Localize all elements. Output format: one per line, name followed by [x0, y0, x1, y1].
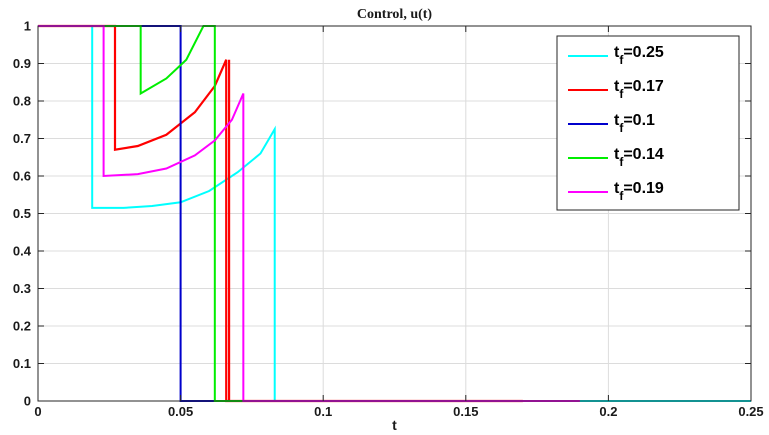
legend-label-sub: f — [619, 87, 624, 101]
grid — [37, 25, 752, 402]
series-line-0 — [38, 25, 751, 402]
legend-label-sub: f — [619, 121, 624, 135]
y-tick-label: 0.5 — [13, 206, 31, 221]
x-tick-label: 0.25 — [738, 404, 763, 419]
legend-label-var: t — [614, 112, 620, 129]
legend-label: tf=0.25 — [614, 44, 664, 67]
x-tick-label: 0.2 — [599, 404, 617, 419]
y-tick-label: 0 — [24, 394, 31, 409]
legend-label-sub: f — [619, 155, 624, 169]
legend-label-var: t — [614, 146, 620, 163]
y-tick-label: 0.2 — [13, 319, 31, 334]
legend-label: tf=0.19 — [614, 180, 664, 203]
x-tick-label: 0.05 — [168, 404, 193, 419]
x-axis-label: t — [392, 417, 397, 433]
y-tick-label: 0.9 — [13, 56, 31, 71]
legend-label-sub: f — [619, 53, 624, 67]
chart-title: Control, u(t) — [357, 7, 433, 22]
legend-label-value: =0.25 — [623, 44, 664, 61]
y-tick-label: 0.6 — [13, 169, 31, 184]
legend-label-var: t — [614, 44, 620, 61]
x-tick-label: 0.1 — [314, 404, 332, 419]
series-line-4 — [38, 25, 580, 402]
legend-label: tf=0.14 — [614, 146, 664, 169]
legend-label-sub: f — [619, 189, 624, 203]
axis-ticks: 0 0.05 0.1 0.15 0.2 0.25 0 0.1 0.2 0.3 0.4 0.5 0.6 0.… — [13, 19, 764, 420]
y-tick-label: 1 — [24, 19, 31, 34]
y-tick-label: 0.3 — [13, 281, 31, 296]
y-tick-label: 0.7 — [13, 131, 31, 146]
legend-label: tf=0.1 — [614, 112, 655, 135]
legend-label-value: =0.17 — [623, 78, 664, 95]
y-tick-label: 0.1 — [13, 356, 31, 371]
legend-label-value: =0.1 — [623, 112, 655, 129]
x-tick-label: 0 — [34, 404, 41, 419]
y-tick-label: 0.4 — [13, 244, 32, 259]
legend-label: tf=0.17 — [614, 78, 664, 101]
x-tick-label: 0.15 — [453, 404, 478, 419]
y-tick-label: 0.8 — [13, 94, 31, 109]
legend-label-value: =0.14 — [623, 146, 664, 163]
legend-label-var: t — [614, 78, 620, 95]
legend-label-var: t — [614, 180, 620, 197]
legend-label-value: =0.19 — [623, 180, 664, 197]
series-line-3 — [38, 25, 438, 402]
